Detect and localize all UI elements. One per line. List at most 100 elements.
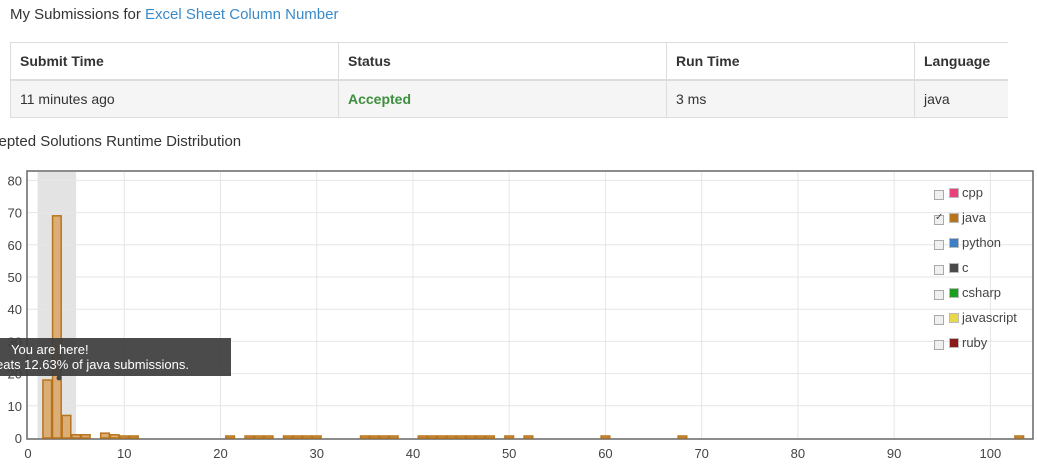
legend-item-c[interactable]: c (934, 255, 1017, 280)
bar[interactable] (311, 435, 322, 439)
legend-item-javascript[interactable]: javascript (934, 305, 1017, 330)
problem-link[interactable]: Excel Sheet Column Number (145, 6, 339, 23)
bar[interactable] (61, 414, 72, 439)
legend-checkbox-c[interactable] (934, 264, 944, 275)
x-tick-label: 70 (694, 446, 708, 461)
bar[interactable] (600, 435, 611, 439)
you-are-here-tooltip: You are here! eats 12.63% of java submis… (0, 338, 231, 376)
legend-label-javascript: javascript (962, 310, 1017, 325)
legend-checkbox-cpp[interactable] (934, 189, 944, 200)
bar[interactable] (475, 435, 486, 439)
legend-item-csharp[interactable]: csharp (934, 280, 1017, 305)
table-header-row: Submit Time Status Run Time Language (10, 42, 1008, 81)
page-heading: My Submissions for Excel Sheet Column Nu… (10, 6, 338, 23)
cell-submit-time: 11 minutes ago (10, 79, 339, 118)
bar[interactable] (446, 435, 457, 439)
bar[interactable] (677, 435, 688, 439)
bar[interactable] (80, 434, 91, 439)
y-tick-label: 10 (8, 399, 22, 414)
bar[interactable] (109, 434, 120, 439)
bar[interactable] (225, 435, 236, 439)
bar[interactable] (417, 435, 428, 439)
legend-item-ruby[interactable]: ruby (934, 330, 1017, 355)
bar[interactable] (244, 435, 255, 439)
bar[interactable] (253, 435, 265, 439)
bar[interactable] (379, 435, 390, 439)
legend-swatch-ruby (949, 337, 959, 348)
legend-label-java: java (962, 210, 986, 225)
table-row[interactable]: 11 minutes ago Accepted 3 ms java (10, 79, 1008, 118)
bar[interactable] (427, 435, 438, 439)
legend-checkbox-ruby[interactable] (934, 339, 944, 350)
x-tick-label: 80 (791, 446, 805, 461)
bar[interactable] (282, 435, 293, 439)
tooltip-line-2: eats 12.63% of java submissions. (0, 357, 189, 372)
y-tick-label: 40 (8, 302, 22, 317)
x-tick-label: 50 (502, 446, 516, 461)
heading-prefix: My Submissions for (10, 6, 146, 23)
bar[interactable] (436, 435, 447, 439)
header-language[interactable]: Language (914, 42, 1008, 81)
legend-item-cpp[interactable]: cpp (934, 180, 1017, 205)
tooltip-line-1: You are here! (11, 342, 89, 357)
header-submit-time[interactable]: Submit Time (10, 42, 339, 81)
legend-checkbox-python[interactable] (934, 239, 944, 250)
distribution-title: cepted Solutions Runtime Distribution (0, 133, 242, 150)
x-tick-label: 40 (406, 446, 420, 461)
x-tick-label: 30 (309, 446, 323, 461)
bar[interactable] (523, 435, 534, 439)
bar[interactable] (42, 379, 53, 439)
legend-label-cpp: cpp (962, 185, 983, 200)
x-tick-label: 0 (24, 446, 31, 461)
legend-label-c: c (962, 260, 969, 275)
header-run-time[interactable]: Run Time (666, 42, 915, 81)
bar[interactable] (292, 435, 303, 439)
bar[interactable] (99, 432, 111, 439)
y-tick-label: 60 (8, 238, 22, 253)
bar[interactable] (263, 435, 274, 439)
bar[interactable] (369, 435, 380, 439)
legend-swatch-java (949, 212, 959, 223)
cell-run-time: 3 ms (666, 79, 915, 118)
grid-lines (28, 172, 1032, 438)
y-tick-label: 0 (15, 431, 22, 446)
bar[interactable] (119, 435, 130, 439)
legend-item-python[interactable]: python (934, 230, 1017, 255)
bar[interactable] (71, 434, 82, 439)
bar[interactable] (128, 435, 139, 439)
bar[interactable] (1014, 435, 1025, 439)
runtime-distribution-chart: 0 10 20 30 40 50 60 70 80 90 100 0 10 20 30 40 50 60 70 80 (8, 170, 1034, 461)
bar[interactable] (504, 435, 515, 439)
bar[interactable] (456, 435, 467, 439)
legend-swatch-c (949, 262, 959, 273)
legend-swatch-javascript (949, 312, 959, 323)
bar[interactable] (388, 435, 399, 439)
x-tick-label: 60 (598, 446, 612, 461)
y-tick-label: 80 (8, 173, 22, 188)
bar[interactable] (302, 435, 313, 439)
bar-series-java (42, 215, 1025, 439)
cell-status[interactable]: Accepted (338, 79, 667, 118)
x-tick-label: 20 (213, 446, 227, 461)
bar[interactable] (465, 435, 476, 439)
y-tick-label: 50 (8, 270, 22, 285)
bar[interactable] (484, 435, 496, 439)
submissions-table: Submit Time Status Run Time Language 11 … (10, 42, 1008, 118)
x-axis-ticks: 0 10 20 30 40 50 60 70 80 90 100 (24, 446, 1001, 461)
plot-area (26, 170, 1034, 440)
legend-checkbox-javascript[interactable] (934, 314, 944, 325)
legend-checkbox-csharp[interactable] (934, 289, 944, 300)
you-are-here-marker (56, 375, 62, 381)
legend-checkbox-java[interactable] (934, 212, 944, 225)
header-status[interactable]: Status (338, 42, 667, 81)
bar[interactable] (359, 435, 370, 439)
x-tick-label: 100 (980, 446, 1002, 461)
legend-item-java[interactable]: java (934, 205, 1017, 230)
legend-label-ruby: ruby (962, 335, 988, 350)
chart-legend: cpp java python c csharp javascript ruby (934, 180, 1017, 355)
bar[interactable] (51, 215, 62, 439)
cell-language: java (914, 79, 1008, 118)
legend-label-csharp: csharp (962, 285, 1002, 300)
legend-swatch-csharp (949, 287, 959, 298)
